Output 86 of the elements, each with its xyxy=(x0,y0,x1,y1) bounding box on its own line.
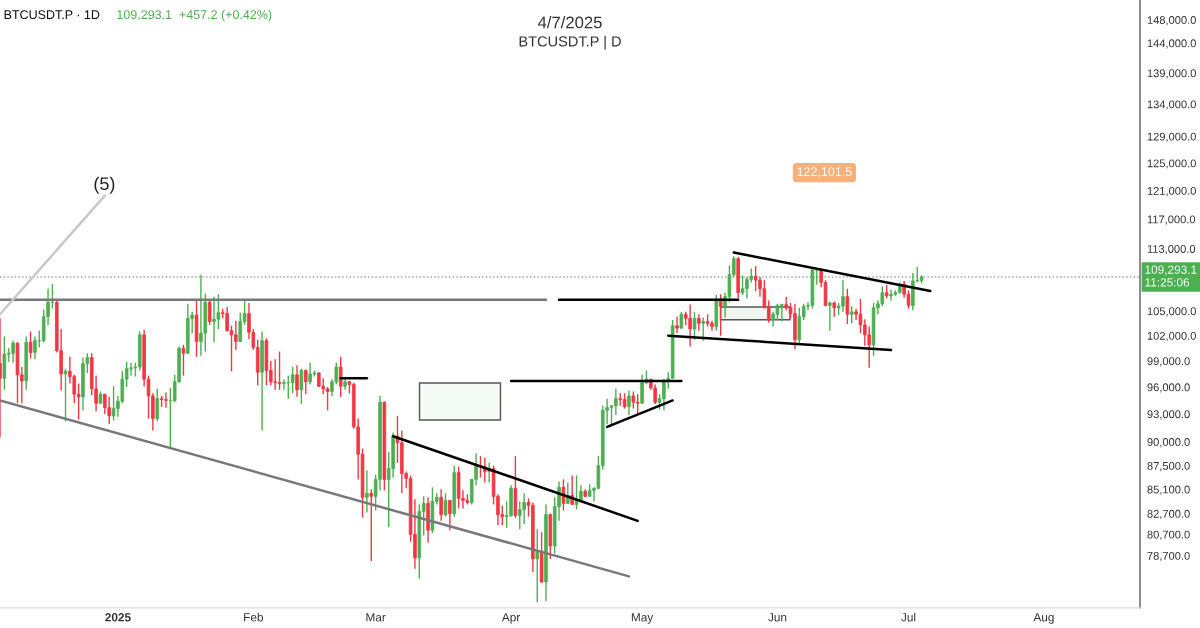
y-tick-label: 102,000.0 xyxy=(1147,331,1196,342)
candlestick xyxy=(701,316,705,342)
y-tick-label: 80,700.0 xyxy=(1147,530,1190,540)
candlestick xyxy=(740,274,745,296)
candlestick xyxy=(653,383,657,405)
candlestick xyxy=(627,389,631,416)
candlestick xyxy=(858,298,863,334)
candlestick xyxy=(11,339,15,364)
annotation: BTCUSDT.P · 1D xyxy=(4,10,100,20)
candlestick xyxy=(295,364,299,398)
text: 4/7/2025 xyxy=(537,16,602,29)
candlestick xyxy=(212,295,216,344)
candlestick xyxy=(797,307,802,344)
candlestick xyxy=(308,361,312,386)
text: BTCUSDT.P | D xyxy=(519,35,621,50)
y-tick-label: 87,500.0 xyxy=(1147,462,1190,472)
candlestick xyxy=(199,273,203,357)
candlestick xyxy=(522,492,526,525)
candlestick xyxy=(889,288,893,302)
y-tick-label: 121,000.0 xyxy=(1147,186,1196,197)
candlestick xyxy=(290,366,295,394)
candlestick xyxy=(107,396,111,425)
candlestick xyxy=(181,344,186,377)
y-tick-label: 134,000.0 xyxy=(1147,100,1196,110)
candlestick xyxy=(718,293,723,337)
candlestick xyxy=(129,361,133,377)
candlestick xyxy=(28,330,33,360)
candlestick xyxy=(103,393,107,415)
candlestick xyxy=(841,279,845,313)
candlestick xyxy=(697,313,701,332)
candlestick xyxy=(365,469,369,514)
candlestick xyxy=(155,388,160,423)
y-tick-label: 125,000.0 xyxy=(1147,159,1196,169)
candlestick xyxy=(443,492,448,518)
x-tick-label: 2025 xyxy=(105,613,131,622)
y-tick-label: 96,000.0 xyxy=(1147,383,1190,393)
x-tick-label: Apr xyxy=(501,613,521,624)
y-tick-label: 117,000.0 xyxy=(1147,215,1196,225)
y-tick-label: 78,700.0 xyxy=(1147,551,1190,562)
x-tick-label: Jul xyxy=(901,612,916,622)
y-tick-label: 82,700.0 xyxy=(1147,509,1190,520)
y-tick-label: 105,000.0 xyxy=(1147,307,1196,317)
y-tick-label: 85,100.0 xyxy=(1147,485,1190,495)
annotation: 122,101.5 xyxy=(797,167,852,178)
annotation: 109,293.1 +457.2 (+0.42%) xyxy=(117,9,272,22)
y-tick-label: 129,000.0 xyxy=(1147,132,1196,142)
candlestick xyxy=(662,378,666,412)
candlestick xyxy=(535,528,540,603)
candlestick xyxy=(688,303,692,348)
candlestick xyxy=(745,276,749,299)
candlestick xyxy=(369,488,374,562)
candlestick xyxy=(675,316,679,334)
y-tick-label: 93,000.0 xyxy=(1147,410,1190,420)
candlestick xyxy=(33,335,37,360)
candlestick xyxy=(692,311,697,341)
candlestick xyxy=(845,288,850,325)
candlestick xyxy=(439,488,443,522)
x-tick-label: Feb xyxy=(244,612,264,622)
y-tick-label: 144,000.0 xyxy=(1147,39,1196,49)
candlestick xyxy=(111,385,116,422)
candlestick xyxy=(299,368,304,405)
y-tick-label: 99,000.0 xyxy=(1147,357,1190,367)
y-tick-label: 148,000.0 xyxy=(1147,16,1196,26)
x-tick-label: Mar xyxy=(366,613,386,622)
x-tick-label: Aug xyxy=(1033,613,1054,624)
candlestick xyxy=(448,499,452,531)
candlestick xyxy=(828,300,832,332)
candlestick xyxy=(282,378,286,391)
annotation: (5) xyxy=(94,176,115,194)
candlestick xyxy=(225,306,229,333)
candlestick xyxy=(640,374,644,405)
candlestick xyxy=(325,386,330,412)
candlestick xyxy=(63,368,68,423)
y-tick-label: 139,000.0 xyxy=(1147,69,1196,79)
candlestick xyxy=(561,478,566,512)
candlestick xyxy=(164,391,168,409)
candlestick xyxy=(635,393,640,416)
x-tick-label: Jun xyxy=(768,613,787,622)
x-tick-label: May xyxy=(631,613,654,624)
candlestick xyxy=(277,350,282,391)
ref-line-label: 109,293.1 11:25:06 xyxy=(1145,265,1197,287)
candlestick xyxy=(207,299,212,326)
y-tick-label: 90,000.0 xyxy=(1147,438,1190,448)
y-tick-label: 113,000.0 xyxy=(1147,245,1196,255)
candlestick xyxy=(338,356,343,398)
candlestick xyxy=(303,368,308,395)
